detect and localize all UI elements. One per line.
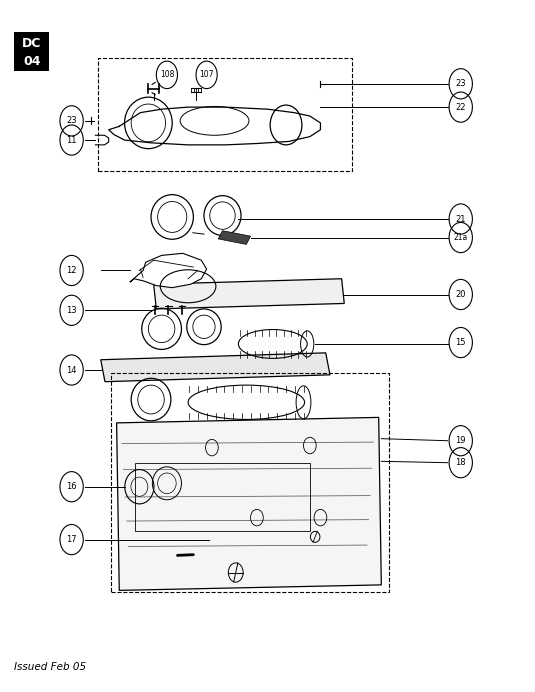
Polygon shape [218,230,250,244]
Text: 11: 11 [66,136,77,145]
Text: 18: 18 [455,458,466,467]
Text: DC: DC [22,37,41,50]
Bar [14,32,49,71]
Polygon shape [101,353,330,382]
Text: 16: 16 [66,482,77,491]
Text: 15: 15 [455,338,466,347]
Text: 107: 107 [200,71,214,80]
Polygon shape [154,279,344,309]
Text: 23: 23 [455,80,466,89]
Text: 13: 13 [66,306,77,315]
Text: 22: 22 [455,102,466,111]
Text: 12: 12 [66,266,77,275]
Text: Issued Feb 05: Issued Feb 05 [14,662,87,672]
Text: 20: 20 [455,290,466,299]
Text: 04: 04 [23,55,40,68]
Text: 19: 19 [455,436,466,445]
Polygon shape [130,253,207,288]
Text: 108: 108 [160,71,174,80]
Text: 21a: 21a [454,233,468,242]
Text: 14: 14 [66,365,77,374]
Bar [135,463,310,531]
Text: 21: 21 [455,215,466,224]
Text: 17: 17 [66,535,77,544]
Text: 23: 23 [66,116,77,125]
Polygon shape [117,417,381,590]
